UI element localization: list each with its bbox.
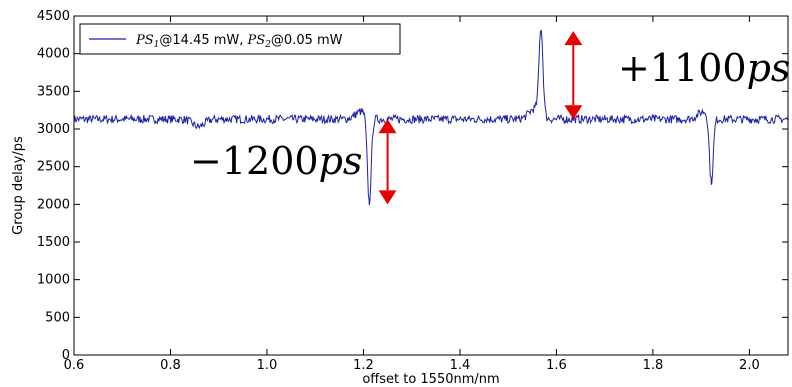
x-tick-label: 0.6 [64, 358, 85, 373]
arrow-head-up [564, 31, 583, 46]
y-tick-label: 1500 [37, 235, 70, 250]
legend-ps1: PS [135, 33, 154, 48]
x-tick-label: 1.6 [546, 358, 567, 373]
legend-ps2-sub: 2 [264, 40, 271, 50]
annotation-plus-1100ps: +1100ps [618, 46, 790, 90]
arrow-head-down [378, 190, 397, 205]
x-tick-label: 1.4 [450, 358, 471, 373]
annotation-minus-sign: − [190, 139, 222, 183]
annotation-plus-sign: + [618, 46, 650, 90]
y-axis-label: Group delay/ps [11, 136, 26, 235]
arrow-head-down [564, 105, 583, 120]
y-tick-label: 0 [62, 348, 70, 363]
annotation-plus-number: 1100 [650, 46, 747, 90]
annotation-minus-1200ps: −1200ps [190, 139, 362, 183]
x-tick-label: 1.2 [353, 358, 374, 373]
series-layer [73, 29, 789, 206]
annotation-minus-number: 1200 [222, 139, 319, 183]
legend-tail: @0.05 mW [271, 33, 343, 48]
x-tick-labels: 0.6 0.8 1.0 1.2 1.4 1.6 1.8 2.0 [64, 358, 760, 373]
arrow-head-up [378, 119, 397, 134]
y-tick-label: 3000 [37, 122, 70, 137]
y-tick-label: 3500 [37, 84, 70, 99]
x-tick-label: 0.8 [160, 358, 181, 373]
legend-ps2: PS [247, 33, 266, 48]
legend-ps1-sub: 1 [154, 40, 160, 50]
y-tick-label: 1000 [37, 273, 70, 288]
x-tick-label: 2.0 [739, 358, 760, 373]
legend-entry: PS1@14.45 mW, PS2@0.05 mW [135, 33, 343, 50]
y-tick-label: 2500 [37, 160, 70, 175]
x-tick-label: 1.8 [643, 358, 664, 373]
y-tick-label: 2000 [37, 197, 70, 212]
plot-frame [73, 15, 789, 356]
y-tick-label: 4500 [37, 9, 70, 24]
annotation-arrows [378, 31, 583, 205]
y-tick-label: 500 [45, 310, 70, 325]
x-tick-label: 1.0 [257, 358, 278, 373]
series-line [73, 29, 789, 206]
legend: PS1@14.45 mW, PS2@0.05 mW [79, 23, 401, 55]
legend-box [79, 23, 401, 55]
annotation-plus-unit: ps [747, 46, 791, 90]
y-tick-label: 4000 [37, 47, 70, 62]
y-tick-labels: 0 500 1000 1500 2000 2500 3000 3500 4000 4500 [37, 9, 70, 363]
annotation-minus-unit: ps [319, 139, 363, 183]
legend-mid: @14.45 mW, [159, 33, 247, 48]
x-axis-label: offset to 1550nm/nm [362, 372, 499, 387]
